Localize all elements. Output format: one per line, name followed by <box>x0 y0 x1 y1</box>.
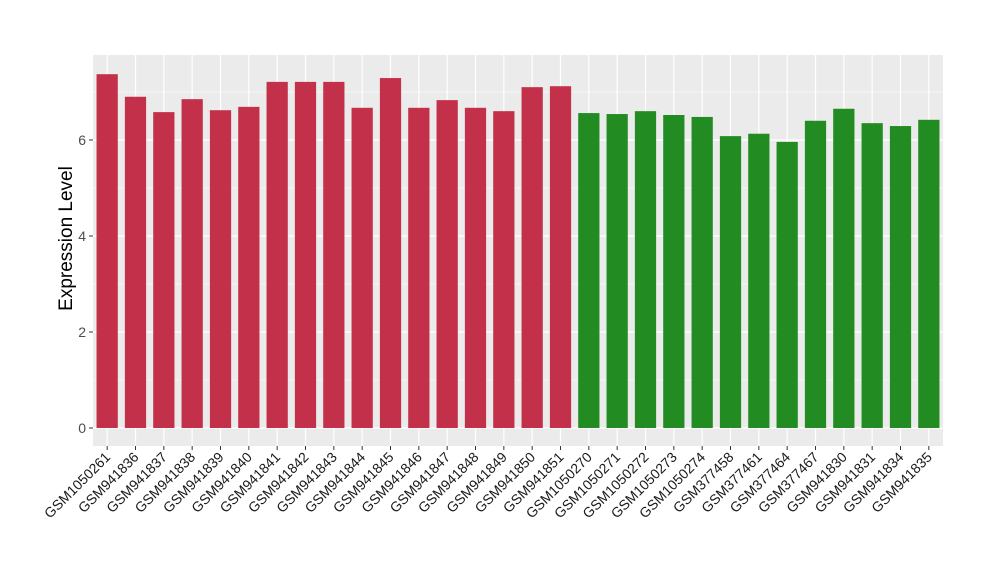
bar <box>266 81 288 428</box>
bar <box>323 81 345 428</box>
bar <box>521 87 543 428</box>
y-tick-label: 2 <box>78 324 86 340</box>
bar <box>124 96 147 428</box>
bar <box>464 107 487 428</box>
bar <box>379 78 402 428</box>
bar <box>719 136 742 428</box>
bar <box>408 107 430 428</box>
y-tick-label: 6 <box>78 132 86 148</box>
bar <box>238 106 260 428</box>
y-tick-label: 0 <box>78 420 86 436</box>
bar <box>748 133 770 428</box>
bar <box>181 99 203 428</box>
bar <box>634 111 657 428</box>
y-tick-label: 4 <box>78 228 86 244</box>
bar <box>889 126 912 428</box>
bar <box>691 116 713 428</box>
bar <box>436 100 458 428</box>
bar <box>209 110 232 428</box>
bar <box>96 74 118 428</box>
bar <box>549 86 572 428</box>
bar <box>578 113 600 428</box>
bar <box>606 114 628 428</box>
bar <box>918 119 940 428</box>
bar <box>493 111 515 428</box>
bar <box>833 108 855 428</box>
bar <box>804 120 827 428</box>
bar <box>351 107 373 428</box>
bar <box>153 112 175 428</box>
plot-panel <box>93 55 943 446</box>
bar <box>294 81 317 428</box>
y-axis-label: Expression Level <box>56 166 77 311</box>
bar <box>776 141 798 428</box>
bar <box>861 123 883 428</box>
bar <box>663 115 685 428</box>
